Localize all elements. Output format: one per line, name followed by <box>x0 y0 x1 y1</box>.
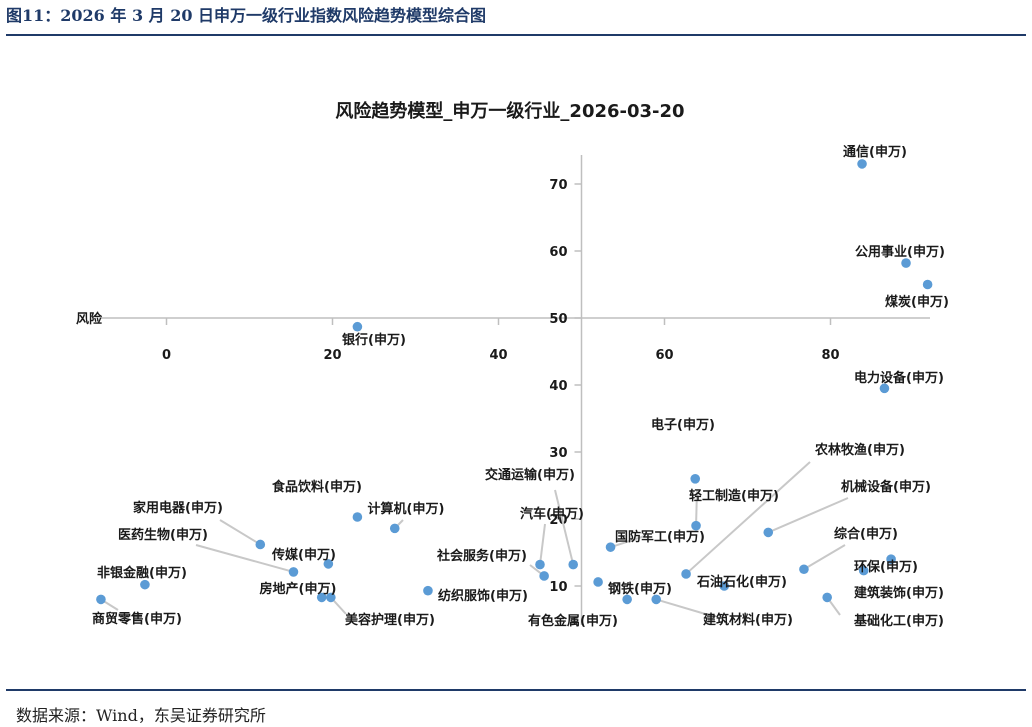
data-point <box>323 559 334 569</box>
leader-line <box>767 497 849 534</box>
y-tick-label: 60 <box>549 245 567 260</box>
leader-line <box>219 519 261 546</box>
point-label: 非银金融(申万) <box>97 565 187 581</box>
data-point <box>879 383 890 394</box>
point-label: 轻工制造(申万) <box>689 488 779 504</box>
point-label: 基础化工(申万) <box>853 613 944 629</box>
data-point <box>255 539 266 550</box>
data-point <box>857 159 867 169</box>
data-point <box>605 542 616 552</box>
point-label: 银行(申万) <box>342 332 406 348</box>
data-point <box>822 592 832 603</box>
point-label: 电力设备(申万) <box>854 370 944 386</box>
point-label: 食品饮料(申万) <box>272 479 362 495</box>
y-tick-label: 30 <box>549 446 567 461</box>
x-tick-label: 0 <box>162 348 171 363</box>
data-point <box>690 474 701 484</box>
point-label: 公用事业(申万) <box>855 244 945 260</box>
y-tick-label: 10 <box>549 580 567 595</box>
x-tick-label: 40 <box>489 348 507 363</box>
data-point <box>96 594 106 605</box>
data-point <box>140 579 150 590</box>
data-point <box>568 559 578 570</box>
data-point <box>901 258 911 268</box>
point-label: 计算机(申万) <box>368 501 445 517</box>
point-label: 电子(申万) <box>651 417 715 433</box>
point-label: 家用电器(申万) <box>133 500 223 516</box>
x-tick-label: 60 <box>655 348 673 363</box>
leader-lines <box>100 461 849 617</box>
top-rule <box>6 34 1026 36</box>
leader-line <box>655 598 713 617</box>
point-label: 有色金属(申万) <box>528 613 618 629</box>
data-point <box>288 567 299 577</box>
point-label: 农林牧渔(申万) <box>814 442 905 458</box>
leader-line <box>685 461 811 575</box>
data-point <box>535 559 545 570</box>
leader-line <box>803 544 846 571</box>
point-label: 综合(申万) <box>834 526 898 542</box>
point-labels: 通信(申万) 公用事业(申万) 煤炭(申万) 银行(申万) 电力设备(申万) 电子(申万)… <box>92 144 949 629</box>
point-label: 交通运输(申万) <box>485 467 575 483</box>
point-label: 建筑装饰(申万) <box>854 585 944 601</box>
x-tick-label: 80 <box>821 348 839 363</box>
point-label: 纺织服饰(申万) <box>438 588 528 604</box>
y-tick-label: 50 <box>549 312 567 327</box>
source-note: 数据来源：Wind，东吴证券研究所 <box>16 706 266 725</box>
data-point <box>389 523 400 534</box>
data-point <box>651 594 661 605</box>
data-point <box>799 564 809 575</box>
point-label: 商贸零售(申万) <box>92 611 182 627</box>
point-label: 机械设备(申万) <box>841 479 931 495</box>
data-point <box>622 594 632 605</box>
point-label: 医药生物(申万) <box>118 527 208 543</box>
point-label: 美容护理(申万) <box>345 612 435 628</box>
data-point <box>858 565 869 576</box>
x-axis-label: 风险 <box>76 311 103 327</box>
data-point <box>352 512 363 522</box>
point-label: 煤炭(申万) <box>885 294 949 310</box>
data-point <box>326 592 336 603</box>
data-point <box>886 554 896 564</box>
data-point <box>922 279 933 290</box>
data-point <box>719 581 730 591</box>
data-point <box>316 592 327 603</box>
scatter-chart: 风险趋势模型_申万一级行业_2026-03-20 风险0 20 40 60 801020… <box>76 100 949 629</box>
point-label: 环保(申万) <box>854 559 918 575</box>
data-point <box>423 585 433 596</box>
data-point <box>593 577 603 587</box>
x-tick-label: 20 <box>323 348 341 363</box>
leader-line <box>554 489 575 565</box>
y-tick-label: 40 <box>549 379 567 394</box>
point-label: 建筑材料(申万) <box>703 612 793 628</box>
data-point <box>691 520 701 531</box>
leader-line <box>539 523 546 565</box>
leader-line <box>195 544 294 573</box>
point-label: 汽车(申万) <box>520 506 584 522</box>
chart-title: 风险趋势模型_申万一级行业_2026-03-20 <box>335 100 684 122</box>
point-label: 社会服务(申万) <box>436 548 527 564</box>
point-label: 石油石化(申万) <box>696 574 787 590</box>
data-point <box>763 527 774 538</box>
figure-title: 图11：2026 年 3 月 20 日申万一级行业指数风险趋势模型综合图 <box>6 6 487 25</box>
data-point <box>539 571 549 581</box>
bottom-rule <box>6 689 1026 691</box>
point-label: 房地产(申万) <box>260 581 337 597</box>
point-label: 国防军工(申万) <box>615 529 705 545</box>
point-label: 钢铁(申万) <box>608 581 672 597</box>
y-tick-label: 70 <box>549 178 567 193</box>
leader-line <box>610 535 646 549</box>
point-label: 传媒(申万) <box>271 547 336 563</box>
data-points <box>96 159 933 605</box>
leader-line <box>695 489 698 526</box>
data-point <box>681 569 691 579</box>
data-point <box>352 321 363 332</box>
point-label: 通信(申万) <box>843 144 907 160</box>
